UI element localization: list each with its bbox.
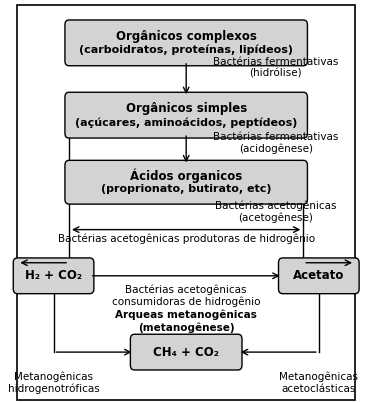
Text: Bactérias fermentativas
(hidrólise): Bactérias fermentativas (hidrólise) [213,57,339,79]
Text: Bactérias fermentativas
(acidogênese): Bactérias fermentativas (acidogênese) [213,132,339,154]
Text: Acetato: Acetato [293,269,344,282]
Text: Metanogênicas
hidrogenotróficas: Metanogênicas hidrogenotróficas [8,372,100,395]
FancyBboxPatch shape [65,20,307,66]
FancyBboxPatch shape [65,92,307,138]
FancyBboxPatch shape [279,258,359,294]
Text: Metanogênicas
acetoclásticas: Metanogênicas acetoclásticas [279,372,358,394]
Text: (açúcares, aminoácidos, peptídeos): (açúcares, aminoácidos, peptídeos) [75,117,297,128]
Text: H₂ + CO₂: H₂ + CO₂ [25,269,82,282]
Text: Orgânicos simples: Orgânicos simples [126,102,247,115]
Text: Bactérias acetogênicas
(acetogênese): Bactérias acetogênicas (acetogênese) [215,200,336,223]
FancyBboxPatch shape [65,160,307,204]
FancyBboxPatch shape [13,258,94,294]
Text: Bactérias acetogênicas
consumidoras de hidrogênio: Bactérias acetogênicas consumidoras de h… [112,285,261,307]
Text: Ácidos organicos: Ácidos organicos [130,168,242,183]
Text: (carboidratos, proteínas, lipídeos): (carboidratos, proteínas, lipídeos) [79,45,293,55]
FancyBboxPatch shape [130,334,242,370]
Text: (proprionato, butirato, etc): (proprionato, butirato, etc) [101,185,272,195]
Text: Bactérias acetogênicas produtoras de hidrogênio: Bactérias acetogênicas produtoras de hid… [57,233,315,244]
Text: Arqueas metanogênicas
(metanogênese): Arqueas metanogênicas (metanogênese) [115,310,257,332]
Text: Orgânicos complexos: Orgânicos complexos [116,30,257,43]
Text: CH₄ + CO₂: CH₄ + CO₂ [153,346,219,359]
